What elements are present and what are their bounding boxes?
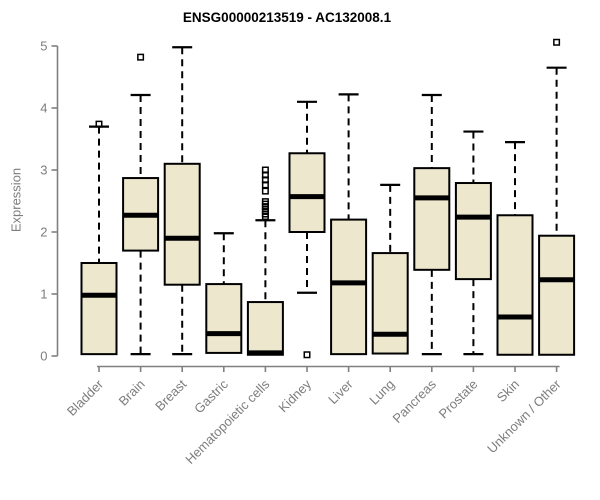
iqr-box <box>246 301 284 356</box>
box-kidney: Kidney <box>275 100 326 415</box>
iqr-box <box>288 152 326 233</box>
x-category-label: Brain <box>116 377 148 409</box>
iqr-box <box>413 167 451 271</box>
y-tick-label: 4 <box>40 101 47 116</box>
x-category-label: Gastric <box>191 376 231 416</box>
iqr-box <box>496 214 534 356</box>
y-tick-label: 2 <box>40 225 47 240</box>
x-category-label: Bladder <box>64 376 107 419</box>
iqr-box <box>205 283 243 354</box>
outlier-point <box>553 38 561 46</box>
box-lung: Lung <box>366 183 409 408</box>
outlier-point <box>261 187 269 195</box>
outlier-point <box>261 166 269 174</box>
iqr-box <box>538 234 576 356</box>
chart-title: ENSG00000213519 - AC132008.1 <box>182 10 392 25</box>
iqr-box <box>163 162 201 286</box>
iqr-box <box>330 218 368 356</box>
iqr-box <box>371 252 409 355</box>
outlier-point <box>303 351 311 359</box>
box-skin: Skin <box>494 141 534 405</box>
y-tick-label: 3 <box>40 163 47 178</box>
outlier-point <box>137 53 145 61</box>
outlier-point <box>261 198 269 206</box>
x-category-label: Lung <box>366 377 397 408</box>
box-bladder: Bladder <box>64 120 118 419</box>
x-category-label: Skin <box>494 377 522 405</box>
y-tick-label: 1 <box>40 287 47 302</box>
x-category-label: Kidney <box>275 376 314 415</box>
box-breast: Breast <box>152 46 201 414</box>
box-brain: Brain <box>116 53 160 409</box>
x-category-label: Unknown / Other <box>484 376 564 456</box>
x-category-label: Breast <box>152 376 189 413</box>
outlier-point <box>95 120 103 128</box>
x-category-label: Prostate <box>436 377 481 422</box>
y-tick-label: 5 <box>40 39 47 54</box>
x-category-label: Liver <box>325 376 356 407</box>
x-category-label: Pancreas <box>389 376 439 426</box>
box-liver: Liver <box>325 93 368 407</box>
iqr-box <box>80 262 118 356</box>
iqr-box <box>454 182 492 281</box>
y-tick-label: 0 <box>40 349 47 364</box>
